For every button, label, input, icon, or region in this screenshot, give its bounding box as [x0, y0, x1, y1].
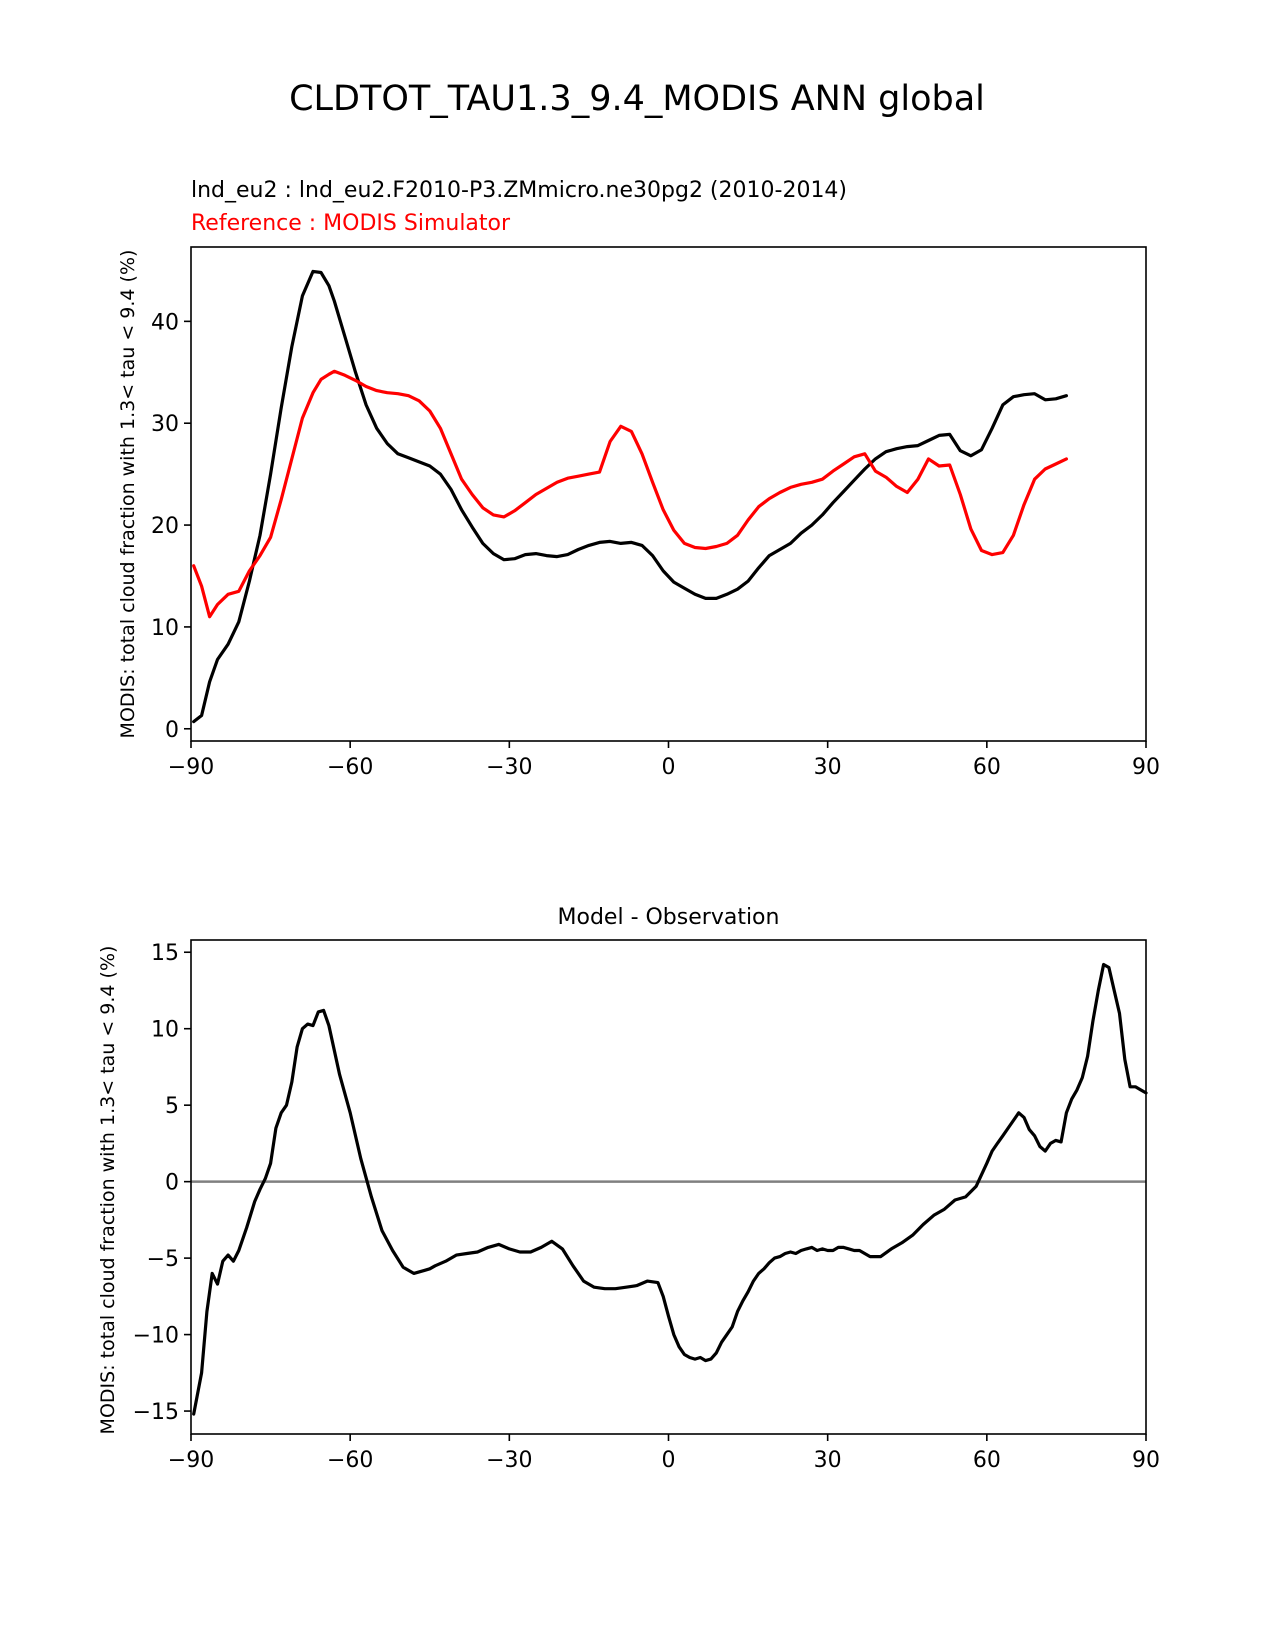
y-tick-label: 15	[151, 941, 179, 966]
x-tick-label: −90	[168, 755, 214, 780]
y-tick-label: 30	[151, 412, 179, 437]
x-tick-label: −60	[327, 1448, 373, 1473]
y-tick-label: 10	[151, 1018, 179, 1043]
x-tick-label: 60	[973, 755, 1001, 780]
x-tick-label: −30	[486, 755, 532, 780]
y-tick-label: −15	[133, 1400, 179, 1425]
figure-title: CLDTOT_TAU1.3_9.4_MODIS ANN global	[289, 79, 985, 119]
test-series-line	[192, 269, 1069, 724]
x-tick-label: 30	[814, 1448, 842, 1473]
x-tick-label: −90	[168, 1448, 214, 1473]
x-tick-label: 0	[662, 755, 676, 780]
y-tick-label: −10	[133, 1324, 179, 1349]
x-tick-label: 0	[662, 1448, 676, 1473]
test-subtitle: lnd_eu2 : lnd_eu2.F2010-P3.ZMmicro.ne30p…	[191, 178, 847, 203]
reference-series-line	[192, 369, 1069, 619]
x-tick-label: 90	[1132, 755, 1160, 780]
bottom-ylabel: MODIS: total cloud fraction with 1.3< ta…	[97, 946, 119, 1435]
y-tick-label: 0	[165, 718, 179, 743]
difference-panel-title: Model - Observation	[558, 905, 780, 930]
y-tick-label: 10	[151, 616, 179, 641]
y-tick-label: −5	[147, 1247, 179, 1272]
top-panel: −90 −60 −30 0 30 60 90 0 10 20 30 40	[151, 246, 1160, 780]
y-tick-label: 0	[165, 1171, 179, 1196]
x-tick-label: 90	[1132, 1448, 1160, 1473]
y-tick-label: 20	[151, 514, 179, 539]
x-tick-label: 30	[814, 755, 842, 780]
y-tick-label: 5	[165, 1094, 179, 1119]
top-ylabel: MODIS: total cloud fraction with 1.3< ta…	[117, 250, 139, 739]
x-tick-label: 60	[973, 1448, 1001, 1473]
y-tick-label: 40	[151, 310, 179, 335]
x-tick-label: −30	[486, 1448, 532, 1473]
difference-panel: −90 −60 −30 0 30 60 90 −15 −10 −5 0 5 10 15	[133, 939, 1160, 1473]
reference-subtitle: Reference : MODIS Simulator	[191, 211, 511, 236]
difference-series-line	[192, 962, 1148, 1416]
x-tick-label: −60	[327, 755, 373, 780]
